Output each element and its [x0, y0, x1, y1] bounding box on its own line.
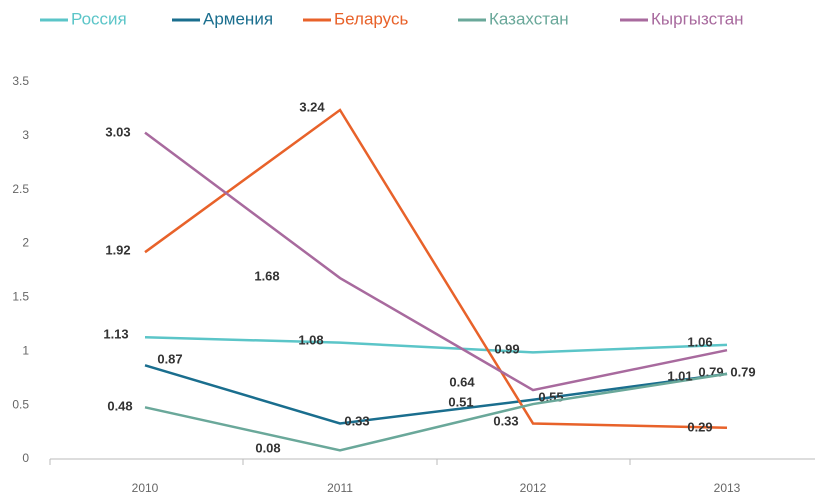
data-label: 0.99 — [494, 341, 519, 356]
data-label: 0.64 — [449, 374, 475, 389]
data-label: 0.51 — [448, 394, 473, 409]
data-label: 0.08 — [255, 440, 280, 455]
data-label: 0.48 — [107, 398, 132, 413]
y-tick-label: 2.5 — [12, 182, 29, 196]
data-label: 1.13 — [103, 326, 128, 341]
y-tick-label: 1.5 — [12, 290, 29, 304]
data-label: 1.08 — [298, 332, 323, 347]
series-line — [144, 364, 728, 425]
legend-label: Казахстан — [489, 9, 569, 28]
legend-label: Беларусь — [334, 9, 408, 28]
x-tick-label: 2010 — [132, 481, 159, 495]
data-label: 1.01 — [667, 368, 692, 383]
data-label: 0.29 — [687, 419, 712, 434]
data-label: 1.92 — [105, 242, 130, 257]
data-label: 0.33 — [493, 413, 518, 428]
series-line — [144, 336, 728, 354]
legend-label: Армения — [203, 9, 273, 28]
y-tick-label: 0.5 — [12, 397, 29, 411]
series-line — [144, 108, 728, 430]
data-label: 0.87 — [157, 351, 182, 366]
series-line — [144, 131, 728, 392]
legend-label: Кыргызстан — [651, 9, 744, 28]
y-tick-label: 2 — [22, 236, 29, 250]
data-label: 0.79 — [730, 364, 755, 379]
data-label: 1.06 — [687, 334, 712, 349]
y-tick-label: 3 — [22, 128, 29, 142]
data-label: 0.33 — [344, 413, 369, 428]
data-label: 3.03 — [105, 124, 130, 139]
x-tick-label: 2011 — [327, 481, 353, 495]
legend-label: Россия — [71, 9, 127, 28]
y-tick-label: 0 — [22, 451, 29, 465]
x-tick-label: 2013 — [714, 481, 741, 495]
y-tick-label: 3.5 — [12, 74, 29, 88]
data-label: 1.68 — [254, 268, 279, 283]
y-tick-label: 1 — [22, 343, 29, 357]
x-tick-label: 2012 — [520, 481, 547, 495]
series-line — [144, 372, 728, 452]
data-label: 3.24 — [299, 99, 325, 114]
